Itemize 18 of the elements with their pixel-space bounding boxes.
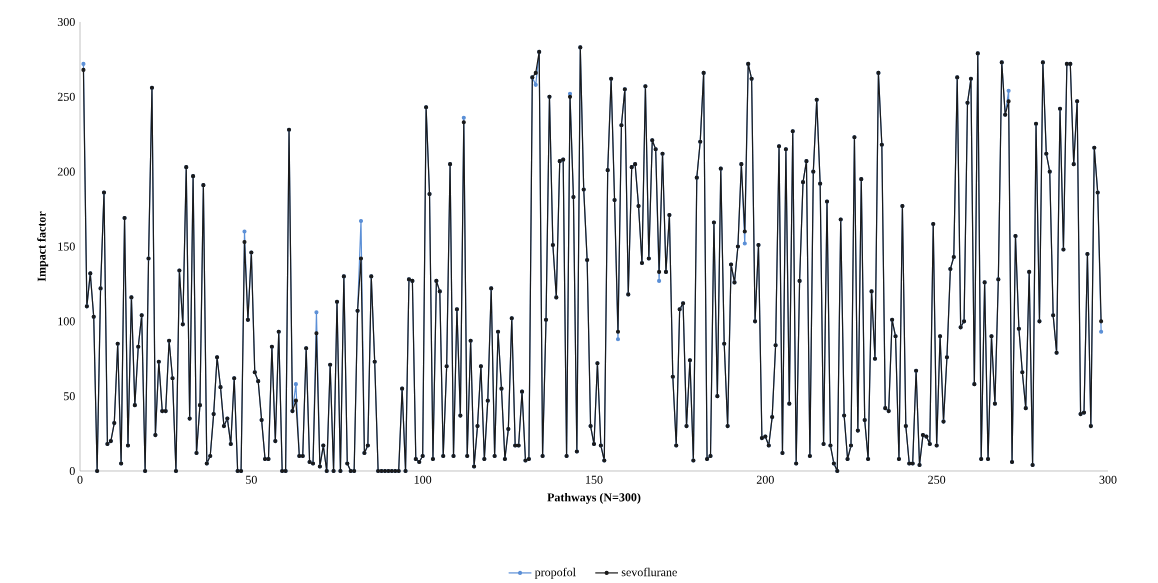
y-tick-label: 100 [58, 317, 75, 326]
legend-label: propofol [534, 567, 576, 579]
x-tick-label: 300 [1099, 475, 1117, 484]
y-tick-label: 150 [58, 242, 75, 251]
x-axis-title: Pathways (N=300) [547, 492, 641, 504]
x-tick-label: 200 [756, 475, 774, 484]
y-tick-label: 250 [57, 92, 75, 101]
x-tick-label: 250 [928, 475, 946, 484]
y-tick-label: 300 [57, 17, 75, 26]
y-axis-title: Impact factor [37, 211, 49, 282]
y-tick-label: 50 [63, 391, 75, 400]
x-tick-label: 50 [246, 475, 257, 484]
x-tick-label: 150 [586, 475, 603, 484]
x-tick-label: 0 [77, 475, 83, 484]
legend-label: sevoflurane [621, 567, 677, 577]
y-tick-label: 200 [57, 167, 75, 176]
y-tick-label: 0 [69, 466, 75, 475]
x-tick-label: 100 [414, 475, 432, 484]
